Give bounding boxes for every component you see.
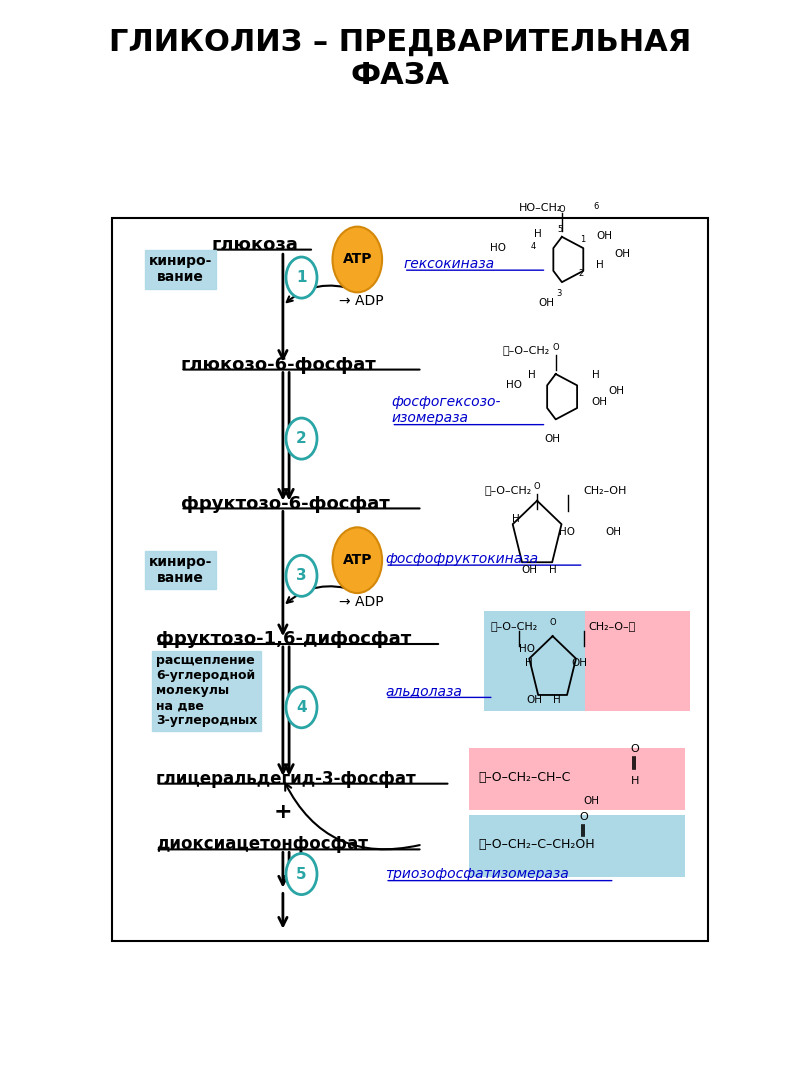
Text: → ADP: → ADP — [338, 595, 383, 609]
Text: 2: 2 — [296, 431, 307, 446]
Text: фруктозо-1,6-дифосфат: фруктозо-1,6-дифосфат — [156, 631, 411, 648]
Text: OH: OH — [608, 386, 624, 396]
Text: 3: 3 — [556, 289, 562, 299]
FancyBboxPatch shape — [112, 219, 708, 941]
Circle shape — [333, 226, 382, 292]
Text: 5: 5 — [296, 866, 307, 881]
Circle shape — [286, 257, 317, 298]
FancyBboxPatch shape — [485, 611, 589, 712]
Text: H: H — [631, 776, 640, 785]
Text: OH: OH — [571, 658, 587, 668]
Text: H: H — [592, 370, 599, 380]
Text: расщепление
6-углеродной
молекулы
на две
3-углеродных: расщепление 6-углеродной молекулы на две… — [156, 654, 257, 728]
FancyBboxPatch shape — [469, 748, 686, 810]
Circle shape — [286, 555, 317, 596]
Text: глюкозо-6-фосфат: глюкозо-6-фосфат — [181, 355, 376, 373]
Text: гексокиназа: гексокиназа — [404, 256, 495, 271]
Text: HO: HO — [518, 644, 534, 654]
Text: ⓟ–O–CH₂: ⓟ–O–CH₂ — [485, 484, 532, 494]
Text: CH₂–O–ⓟ: CH₂–O–ⓟ — [589, 621, 636, 631]
FancyBboxPatch shape — [469, 815, 686, 877]
Text: глюкоза: глюкоза — [211, 236, 298, 254]
Text: → ADP: → ADP — [338, 294, 383, 308]
Text: ⓟ–O–CH₂: ⓟ–O–CH₂ — [490, 621, 538, 631]
Text: HO–CH₂: HO–CH₂ — [518, 203, 562, 212]
Text: киниро-
вание: киниро- вание — [149, 555, 212, 585]
Text: фосфофруктокиназа: фосфофруктокиназа — [386, 552, 538, 566]
Text: O: O — [558, 205, 566, 214]
FancyArrowPatch shape — [286, 286, 354, 302]
Text: H: H — [512, 514, 520, 524]
Text: фосфогексозо-
изомераза: фосфогексозо- изомераза — [391, 395, 501, 425]
Text: ⓟ–O–CH₂–C–CH₂OH: ⓟ–O–CH₂–C–CH₂OH — [478, 838, 595, 851]
Text: 1: 1 — [296, 270, 306, 285]
Text: киниро-
вание: киниро- вание — [149, 254, 212, 285]
FancyArrowPatch shape — [285, 783, 420, 849]
Text: фруктозо-6-фосфат: фруктозо-6-фосфат — [181, 494, 390, 512]
Text: H: H — [550, 566, 558, 575]
Text: OH: OH — [526, 696, 542, 705]
Text: OH: OH — [522, 566, 538, 575]
Text: ГЛИКОЛИЗ – ПРЕДВАРИТЕЛЬНАЯ
ФАЗА: ГЛИКОЛИЗ – ПРЕДВАРИТЕЛЬНАЯ ФАЗА — [109, 28, 691, 90]
Text: +: + — [274, 801, 292, 822]
Text: ATP: ATP — [342, 253, 372, 267]
Text: CH₂–OH: CH₂–OH — [584, 487, 627, 496]
Text: 2: 2 — [578, 269, 584, 277]
Text: H: H — [596, 259, 604, 270]
Text: OH: OH — [545, 434, 561, 444]
Circle shape — [286, 687, 317, 728]
Text: OH: OH — [592, 397, 608, 407]
Text: ⓟ–O–CH₂–CH–C: ⓟ–O–CH₂–CH–C — [478, 770, 570, 783]
Text: H: H — [529, 370, 536, 380]
Circle shape — [286, 418, 317, 459]
Text: глицеральдегид-3-фосфат: глицеральдегид-3-фосфат — [156, 769, 417, 787]
Text: 4: 4 — [296, 700, 307, 715]
Text: 5: 5 — [558, 225, 563, 235]
Text: H: H — [525, 658, 533, 668]
Text: HO: HO — [506, 381, 522, 391]
Text: O: O — [579, 812, 588, 822]
Text: ⓟ–O–CH₂: ⓟ–O–CH₂ — [503, 345, 550, 355]
Text: 4: 4 — [531, 242, 536, 251]
Text: ATP: ATP — [342, 553, 372, 568]
Text: 6: 6 — [593, 203, 598, 211]
Text: 1: 1 — [581, 235, 586, 244]
Text: OH: OH — [584, 796, 600, 807]
Text: OH: OH — [606, 527, 622, 537]
Text: H: H — [553, 696, 560, 705]
Text: 3: 3 — [296, 569, 307, 584]
Circle shape — [333, 527, 382, 593]
Text: диоксиацетонфосфат: диоксиацетонфосфат — [156, 835, 368, 854]
Text: O: O — [550, 618, 556, 626]
FancyBboxPatch shape — [586, 611, 690, 712]
Text: H: H — [534, 229, 542, 239]
Text: HO: HO — [558, 527, 574, 537]
Text: триозофосфатизомераза: триозофосфатизомераза — [386, 867, 569, 881]
FancyArrowPatch shape — [286, 586, 354, 603]
Text: OH: OH — [596, 230, 612, 241]
Text: O: O — [552, 343, 559, 351]
Text: O: O — [534, 482, 541, 491]
Circle shape — [286, 854, 317, 894]
Text: OH: OH — [538, 299, 554, 308]
Text: OH: OH — [614, 249, 630, 259]
Text: альдолаза: альдолаза — [386, 684, 462, 698]
Text: HO: HO — [490, 243, 506, 253]
Text: O: O — [630, 745, 639, 754]
